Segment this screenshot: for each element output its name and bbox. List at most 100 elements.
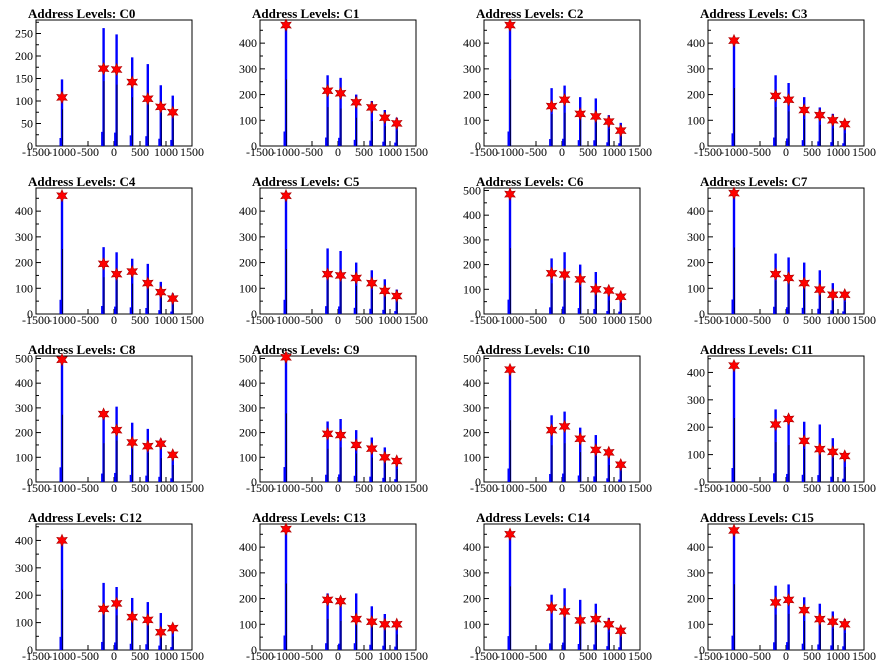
peak-marker — [378, 110, 391, 125]
peak-marker — [545, 600, 558, 615]
spike-shoulder — [394, 479, 397, 482]
spike-shoulder — [773, 137, 776, 146]
chart-panel: Address Levels: C4 0 100 200 300 400 -1500 -100… — [0, 168, 224, 336]
y-tick-label: 100 — [15, 94, 33, 108]
x-tick-label: -1000 — [720, 145, 748, 159]
x-tick-label: -500 — [525, 649, 547, 663]
x-tick-label: 0 — [783, 313, 789, 327]
x-tick-label: 1500 — [180, 313, 204, 327]
peak-marker — [798, 434, 811, 448]
spike-shoulder — [114, 306, 117, 314]
peak-marker — [826, 287, 839, 302]
y-tick-label: 0 — [27, 139, 33, 153]
histogram-spike — [326, 75, 329, 146]
y-tick-label: 100 — [687, 448, 705, 462]
x-tick-label: -1000 — [496, 649, 524, 663]
y-tick-label: 100 — [239, 450, 257, 464]
x-tick-label: 1000 — [154, 313, 178, 327]
spike-shoulder — [549, 139, 552, 146]
x-tick-label: -1000 — [496, 313, 524, 327]
chart-plot: 0 100 200 300 400 -1500-1000 -500 0 500 1000 1500 — [239, 187, 428, 327]
spike-shoulder — [382, 141, 385, 146]
histogram-spike — [355, 94, 358, 146]
spike-shoulder — [283, 131, 286, 146]
x-tick-label: 500 — [131, 145, 149, 159]
y-tick-label: 200 — [15, 588, 33, 602]
spike-shoulder — [731, 635, 734, 650]
chart-panel: Address Levels: C1 0 100 200 300 400 -1500 -100… — [224, 0, 448, 168]
x-tick-label: -1500 — [694, 481, 722, 495]
y-tick-label: 300 — [15, 401, 33, 415]
x-tick-label: 500 — [803, 313, 821, 327]
histogram-spike — [284, 529, 288, 650]
histogram-spike — [326, 593, 329, 650]
chart-title: Address Levels: C6 — [476, 174, 584, 189]
histogram-spike — [843, 292, 846, 314]
y-tick-label: 150 — [15, 72, 33, 86]
histogram-spike — [355, 262, 358, 314]
peak-marker — [769, 267, 782, 281]
spike-shoulder — [773, 473, 776, 482]
peak-marker — [126, 75, 139, 89]
x-tick-label: 1000 — [378, 481, 402, 495]
peak-marker — [280, 522, 292, 536]
peak-marker — [280, 188, 292, 203]
x-tick-label: 1500 — [628, 313, 652, 327]
chart-title: Address Levels: C8 — [28, 342, 136, 357]
spike-shoulder — [283, 467, 286, 482]
histogram-spike — [383, 614, 386, 650]
histogram-spike — [326, 248, 329, 314]
spike-shoulder — [507, 636, 510, 650]
chart-panel: Address Levels: C15 0 100 200 300 400 -1500 -10… — [672, 504, 896, 672]
x-tick-label: -500 — [749, 481, 771, 495]
spike-shoulder — [562, 473, 565, 482]
x-tick-label: 1500 — [404, 649, 428, 663]
x-tick-label: -1500 — [470, 481, 498, 495]
histogram-spike — [831, 113, 834, 146]
y-tick-label: 400 — [463, 376, 481, 390]
spike-shoulder — [325, 306, 328, 314]
plot-frame — [35, 187, 193, 315]
histogram-spike — [607, 617, 610, 650]
peak-marker — [504, 187, 516, 201]
x-tick-label: 500 — [355, 649, 373, 663]
plot-frame — [35, 355, 193, 483]
peak-marker — [390, 289, 403, 303]
chart-plot: 0 100 200 300 400 -1500-1000 -500 0 500 1000 1500 — [15, 523, 204, 663]
peak-marker — [56, 90, 68, 105]
chart-panel: Address Levels: C0 0 50 100 150 200 250 -1500 -1… — [0, 0, 224, 168]
peak-marker — [545, 423, 558, 437]
x-tick-label: -500 — [749, 313, 771, 327]
peak-marker — [97, 61, 110, 76]
y-tick-label: 100 — [239, 617, 257, 631]
spike-shoulder — [59, 138, 62, 146]
spike-shoulder — [158, 645, 161, 650]
histogram-spike — [284, 357, 288, 482]
y-tick-label: 100 — [463, 617, 481, 631]
spike-shoulder — [114, 642, 117, 650]
x-tick-label: 500 — [131, 649, 149, 663]
x-tick-label: 1500 — [852, 481, 876, 495]
histogram-spike — [550, 88, 553, 146]
spike-shoulder — [507, 468, 510, 482]
y-tick-label: 250 — [15, 27, 33, 41]
y-tick-label: 100 — [15, 450, 33, 464]
x-tick-label: 1500 — [852, 649, 876, 663]
spike-shoulder — [801, 140, 804, 146]
histogram-spike — [102, 411, 105, 482]
peak-marker — [798, 603, 811, 617]
spike-shoulder — [353, 643, 356, 650]
x-tick-label: -500 — [301, 313, 323, 327]
y-tick-label: 300 — [239, 62, 257, 76]
histogram-spike — [395, 117, 398, 146]
peak-marker — [166, 448, 179, 462]
chart-plot: 0 100 200 300 400 -1500-1000 -500 0 500 1000 1500 — [687, 186, 876, 327]
histogram-spike — [818, 603, 821, 650]
x-tick-label: 0 — [559, 649, 565, 663]
spike-shoulder — [830, 142, 833, 146]
histogram-spike — [550, 415, 553, 482]
x-tick-label: 1000 — [826, 649, 850, 663]
histogram-spike — [774, 585, 777, 650]
spike-shoulder — [786, 473, 789, 482]
x-tick-label: -1500 — [22, 481, 50, 495]
